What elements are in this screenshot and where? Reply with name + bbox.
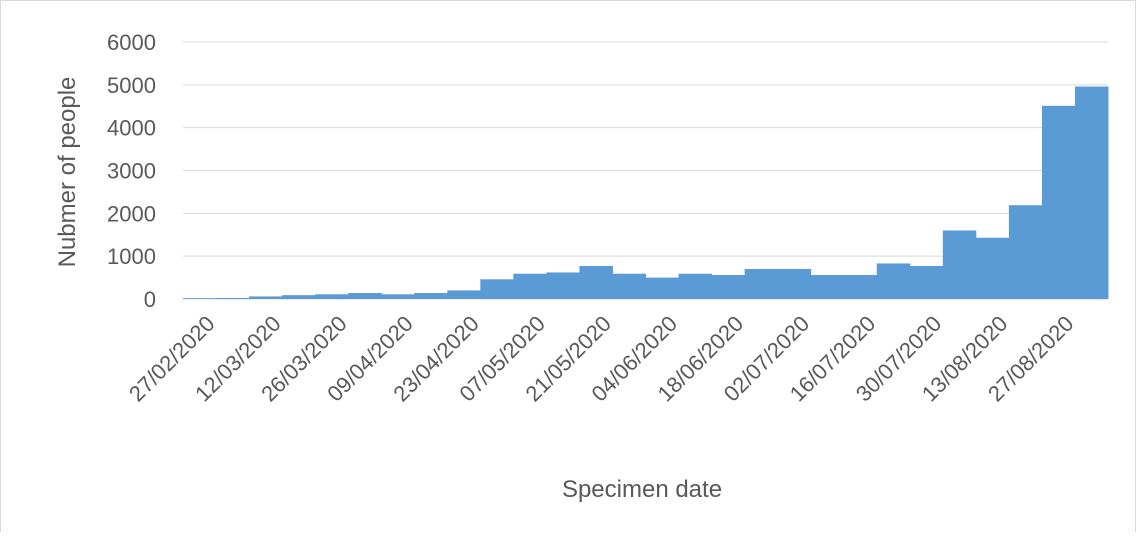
y-tick-labels: 0 1000 2000 3000 4000 5000 6000 <box>107 30 156 312</box>
bar <box>810 275 845 299</box>
y-tick-label: 2000 <box>107 201 156 226</box>
bar <box>282 295 316 299</box>
bar <box>612 273 646 299</box>
bar <box>546 272 580 299</box>
y-axis-title: Nubmer of people <box>54 77 81 268</box>
bar <box>975 237 1010 299</box>
bar <box>183 298 217 299</box>
bar <box>1008 205 1043 299</box>
bar <box>480 279 514 299</box>
bar <box>381 294 415 299</box>
bar <box>414 293 448 299</box>
bar <box>678 273 713 299</box>
bar <box>645 277 680 299</box>
bar <box>777 269 812 299</box>
x-axis-title: Specimen date <box>562 476 722 503</box>
bar <box>315 294 349 299</box>
bar <box>942 230 977 299</box>
bars <box>183 86 1109 300</box>
gridlines <box>183 41 1108 300</box>
y-tick-label: 1000 <box>107 244 156 269</box>
y-tick-label: 6000 <box>107 30 156 55</box>
bar <box>579 266 613 299</box>
bar <box>249 296 283 299</box>
bar <box>1041 105 1076 300</box>
y-tick-label: 0 <box>144 287 156 312</box>
bar <box>744 269 779 299</box>
bar <box>447 290 481 299</box>
y-tick-label: 3000 <box>107 159 156 184</box>
bar <box>513 273 547 299</box>
bar <box>711 275 746 299</box>
bar <box>876 263 911 299</box>
y-tick-label: 4000 <box>107 116 156 141</box>
bar <box>216 297 250 299</box>
y-tick-label: 5000 <box>107 73 156 98</box>
bar <box>843 275 878 299</box>
bar <box>1074 86 1109 300</box>
bar <box>348 293 382 299</box>
bar <box>909 266 944 299</box>
